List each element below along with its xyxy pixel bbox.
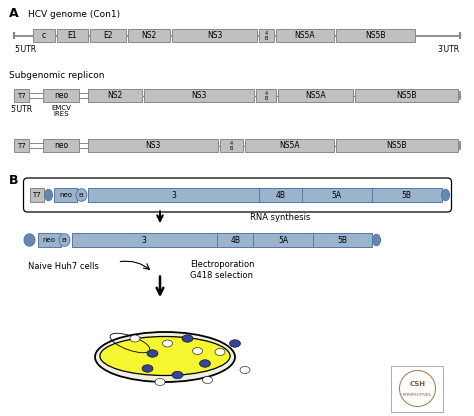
Ellipse shape <box>45 189 53 201</box>
FancyBboxPatch shape <box>392 366 444 411</box>
Text: CSH: CSH <box>410 381 426 387</box>
Text: G418 selection: G418 selection <box>190 271 253 280</box>
Text: NS3: NS3 <box>146 141 161 150</box>
Bar <box>33 29 55 42</box>
Bar <box>144 89 255 102</box>
Ellipse shape <box>76 189 87 201</box>
Text: HCV genome (Con1): HCV genome (Con1) <box>27 10 119 19</box>
Text: B: B <box>9 173 18 186</box>
Bar <box>14 139 29 152</box>
Text: NS3: NS3 <box>207 31 222 40</box>
Ellipse shape <box>172 371 183 379</box>
Bar <box>336 139 458 152</box>
Bar <box>55 188 78 202</box>
Text: NS2: NS2 <box>141 31 156 40</box>
Text: 5′UTR: 5′UTR <box>10 104 33 114</box>
Ellipse shape <box>59 234 70 246</box>
Text: 5B: 5B <box>401 191 411 200</box>
Text: NS5B: NS5B <box>396 91 417 100</box>
Text: B: B <box>264 36 268 41</box>
Text: NS5A: NS5A <box>294 31 315 40</box>
Text: 4B: 4B <box>230 235 240 245</box>
Text: 5A: 5A <box>278 235 288 245</box>
Bar <box>220 139 243 152</box>
Bar <box>336 29 416 42</box>
Text: NS2: NS2 <box>108 91 123 100</box>
Ellipse shape <box>142 365 153 372</box>
Ellipse shape <box>373 234 381 246</box>
Text: 4: 4 <box>230 141 233 146</box>
Ellipse shape <box>240 366 250 374</box>
Ellipse shape <box>200 360 210 367</box>
Text: A: A <box>9 7 18 20</box>
Text: E2: E2 <box>103 31 113 40</box>
Text: T7: T7 <box>32 192 41 198</box>
Text: neo: neo <box>60 192 73 198</box>
Bar <box>277 89 353 102</box>
Bar <box>72 233 373 247</box>
Bar <box>88 89 142 102</box>
Text: T7: T7 <box>17 143 26 149</box>
Bar <box>43 89 79 102</box>
Ellipse shape <box>229 340 240 347</box>
Ellipse shape <box>192 347 202 354</box>
Text: B: B <box>264 96 268 101</box>
Bar <box>37 233 61 247</box>
Text: 5A: 5A <box>332 191 342 200</box>
Bar <box>29 188 44 202</box>
Text: Electroporation: Electroporation <box>190 260 255 269</box>
Ellipse shape <box>95 332 235 382</box>
Text: PERSPECTIVES: PERSPECTIVES <box>403 393 432 396</box>
Text: 4: 4 <box>264 91 267 96</box>
Text: 3: 3 <box>172 191 176 200</box>
Text: NS5A: NS5A <box>305 91 326 100</box>
Text: c: c <box>42 31 46 40</box>
Text: NS5A: NS5A <box>279 141 300 150</box>
Text: B: B <box>230 146 233 151</box>
Ellipse shape <box>202 376 212 384</box>
Text: E1: E1 <box>68 31 77 40</box>
Ellipse shape <box>100 337 230 376</box>
Text: RNA synthesis: RNA synthesis <box>250 213 310 222</box>
Text: Naive Huh7 cells: Naive Huh7 cells <box>27 262 99 271</box>
Bar <box>90 29 126 42</box>
Ellipse shape <box>215 349 225 356</box>
Text: NS3: NS3 <box>191 91 207 100</box>
Bar <box>275 29 334 42</box>
Text: 5′UTR: 5′UTR <box>14 45 36 54</box>
Bar <box>88 139 218 152</box>
Ellipse shape <box>147 350 158 357</box>
Ellipse shape <box>182 335 193 342</box>
Text: EMCV
IRES: EMCV IRES <box>51 104 71 117</box>
Text: NS5B: NS5B <box>387 141 407 150</box>
Bar <box>43 139 79 152</box>
Ellipse shape <box>130 335 140 342</box>
Bar <box>172 29 257 42</box>
Text: Subgenomic replicon: Subgenomic replicon <box>9 71 104 80</box>
Ellipse shape <box>155 379 165 386</box>
Bar <box>259 29 273 42</box>
Text: 3: 3 <box>142 235 147 245</box>
Bar <box>57 29 88 42</box>
Text: 5B: 5B <box>338 235 348 245</box>
Text: 3′UTR: 3′UTR <box>438 45 460 54</box>
Ellipse shape <box>441 189 449 201</box>
Bar <box>89 188 441 202</box>
Bar <box>14 89 29 102</box>
Bar <box>256 89 275 102</box>
Text: NS5B: NS5B <box>365 31 386 40</box>
Ellipse shape <box>163 340 173 347</box>
Ellipse shape <box>24 234 35 246</box>
Text: neo: neo <box>43 237 55 243</box>
Text: EI: EI <box>62 238 67 243</box>
Text: T7: T7 <box>17 92 26 99</box>
Text: EI: EI <box>79 193 84 198</box>
Bar <box>355 89 458 102</box>
Text: neo: neo <box>54 91 68 100</box>
Text: neo: neo <box>54 141 68 150</box>
Text: 4B: 4B <box>275 191 285 200</box>
Bar <box>128 29 170 42</box>
Bar <box>245 139 334 152</box>
Text: 4: 4 <box>265 31 268 36</box>
